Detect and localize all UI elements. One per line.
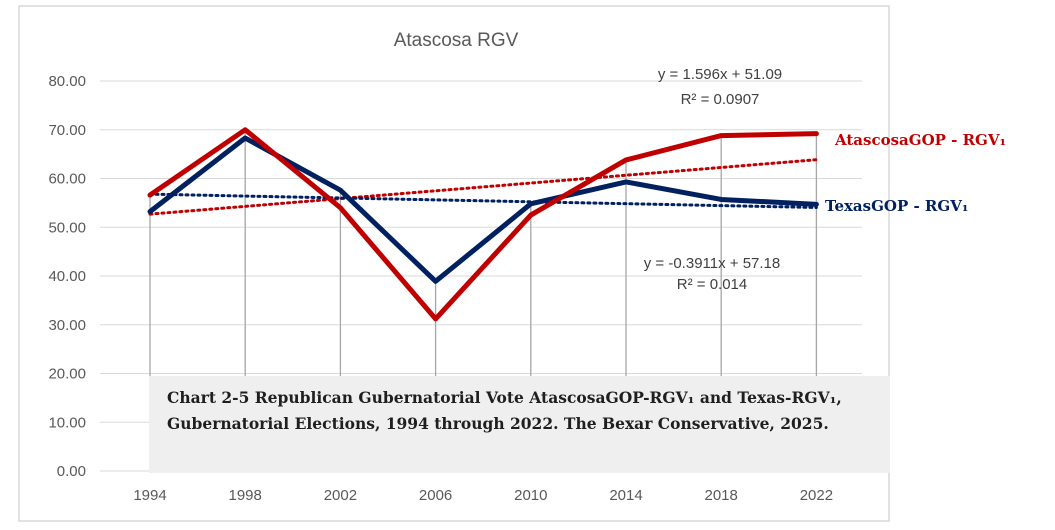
x-axis-labels: 1994 1998 2002 2006 2010 2014 2018 2022 — [133, 487, 833, 504]
atascosa-series-label: AtascosaGOP - RGV₁ — [834, 131, 1006, 149]
texas-series-line — [147, 135, 819, 284]
y-tick-label: 50.00 — [48, 219, 86, 236]
x-tick-label: 2006 — [419, 487, 452, 504]
texas-trend-equation: y = -0.3911x + 57.18 — [644, 255, 781, 272]
y-tick-label: 30.00 — [48, 317, 86, 334]
chart-caption: Chart 2-5 Republican Gubernatorial Vote … — [149, 376, 890, 473]
x-tick-label: 1998 — [229, 487, 262, 504]
series-lines — [147, 127, 819, 322]
atascosa-trend-equation: y = 1.596x + 51.09 — [658, 66, 782, 83]
texas-series-label: TexasGOP - RGV₁ — [825, 197, 968, 215]
x-tick-label: 1994 — [133, 487, 166, 504]
y-tick-label: 70.00 — [48, 122, 86, 139]
atascosa-series-line — [147, 127, 819, 322]
x-tick-label: 2002 — [324, 487, 357, 504]
y-tick-label: 20.00 — [48, 366, 86, 383]
y-tick-label: 0.00 — [57, 463, 86, 480]
x-tick-label: 2018 — [705, 487, 738, 504]
texas-trendline — [148, 192, 818, 210]
atascosa-trendline — [148, 158, 818, 216]
chart-title: Atascosa RGV — [394, 30, 519, 51]
x-tick-label: 2014 — [609, 487, 642, 504]
y-tick-label: 40.00 — [48, 268, 86, 285]
y-tick-label: 60.00 — [48, 171, 86, 188]
x-tick-label: 2022 — [800, 487, 833, 504]
atascosa-trend-r2: R² = 0.0907 — [681, 91, 760, 108]
y-tick-label: 80.00 — [48, 73, 86, 90]
y-tick-label: 10.00 — [48, 414, 86, 431]
texas-trend-r2: R² = 0.014 — [677, 276, 747, 293]
x-tick-label: 2010 — [514, 487, 547, 504]
trendlines — [148, 158, 818, 216]
y-axis-labels: 0.00 10.00 20.00 30.00 40.00 50.00 60.00 70.00 8… — [48, 73, 86, 480]
